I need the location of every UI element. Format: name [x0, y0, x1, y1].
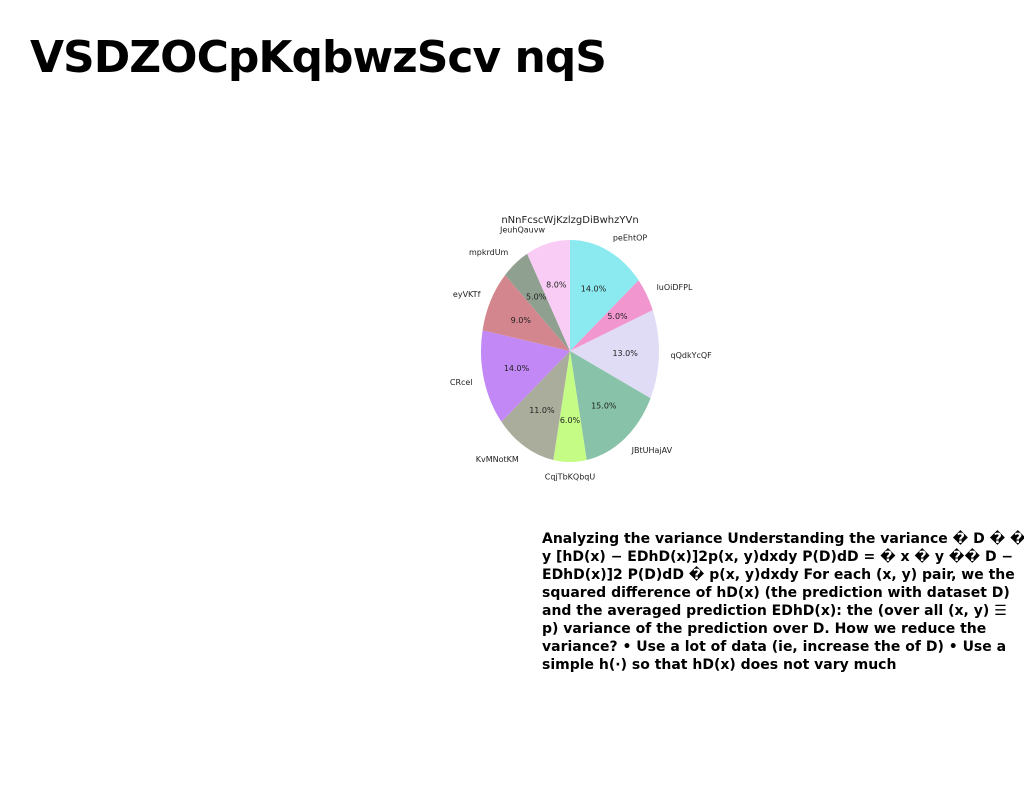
- pie-slice-qQdkYcQF: [570, 310, 660, 399]
- pie-percent-label: 13.0%: [612, 349, 638, 358]
- pie-slice-eyVKTf: [482, 275, 570, 351]
- pie-percent-label: 8.0%: [546, 280, 567, 289]
- pie-slice-peEhtOP: [570, 240, 639, 351]
- body-text: Analyzing the variance Understanding the…: [542, 531, 1024, 673]
- pie-percent-labels: 14.0% 5.0% 13.0% 15.0% 6.0% 11.0% 14.0% 9.0% 5.0…: [504, 280, 638, 424]
- pie-percent-label: 14.0%: [504, 364, 530, 373]
- pie-slice-label: qQdkYcQF: [671, 351, 713, 360]
- pie-percent-label: 14.0%: [581, 285, 607, 294]
- pie-slice-label: KvMNotKM: [476, 455, 519, 464]
- pie-slice-label: peEhtOP: [613, 234, 648, 243]
- pie-slice-CqjTbKQbqU: [553, 351, 587, 462]
- pie-slice-label: mpkrdUm: [469, 248, 509, 257]
- pie-percent-label: 5.0%: [526, 293, 547, 302]
- chart-title: nNnFcscWjKzlzgDiBwhzYVn: [501, 215, 638, 226]
- pie-slice-label: eyVKTf: [453, 290, 481, 299]
- pie-slice-JBtUHajAV: [570, 351, 651, 461]
- pie-slice-labels: peEhtOP luOiDFPL qQdkYcQF JBtUHajAV CqjTbKQb…: [450, 226, 712, 482]
- pie-slice-label: JeuhQauvw: [499, 226, 545, 235]
- pie-slice-label: CRcel: [450, 378, 473, 387]
- pie-slice-mpkrdUm: [505, 253, 570, 351]
- pie-slice-label: CqjTbKQbqU: [545, 472, 596, 481]
- pie-slices: [481, 240, 660, 462]
- pie-slice-label: luOiDFPL: [657, 283, 693, 292]
- pie-slice-KvMNotKM: [501, 351, 570, 461]
- pie-percent-label: 9.0%: [511, 316, 532, 325]
- pie-slice-luOiDFPL: [570, 280, 653, 351]
- pie-percent-label: 15.0%: [591, 401, 617, 410]
- pie-slice-label: JBtUHajAV: [631, 446, 673, 455]
- pie-percent-label: 6.0%: [560, 416, 581, 425]
- pie-percent-label: 5.0%: [607, 312, 628, 321]
- pie-slice-JeuhQauvw: [527, 240, 570, 351]
- page-title: VSDZOCpKqbwzScv nqS: [30, 32, 607, 83]
- pie-slice-CRcel: [481, 330, 570, 422]
- pie-percent-label: 11.0%: [529, 406, 555, 415]
